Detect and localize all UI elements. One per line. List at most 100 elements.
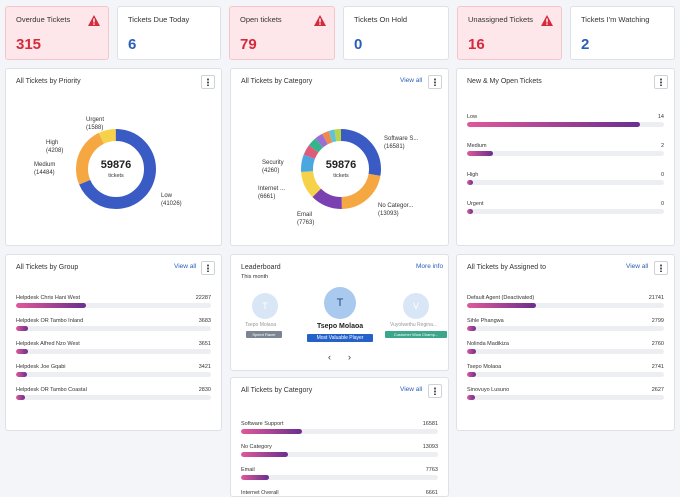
list-item[interactable]: Sihle Phangwa 2799 [467,318,664,336]
row-value: 14 [657,114,664,120]
row-bar [467,349,664,354]
view-all-link[interactable]: View all [400,77,423,84]
row-name: Helpdesk Alfred Nzo West [16,341,80,347]
prev-arrow-icon[interactable]: ‹ [328,352,331,362]
more-options-icon[interactable] [428,384,442,398]
row-value: 3683 [198,318,211,324]
row-value: 21741 [648,295,664,301]
list-item[interactable]: Nolinda Madikiza 2760 [467,341,664,359]
donut-center-value: 59876 [100,159,132,171]
list-item[interactable]: Medium 2 [467,143,664,161]
row-bar-fill [16,395,25,400]
row-value: 2627 [651,387,664,393]
row-value: 3421 [198,364,211,370]
row-value: 6661 [425,490,438,496]
row-bar-fill [241,452,289,457]
list-item[interactable]: Sinovuyo Lusuno 2627 [467,387,664,405]
list-item[interactable]: Helpdesk OR Tambo Inland 3683 [16,318,211,336]
list-item[interactable]: Email 7763 [241,467,438,485]
row-name: Nolinda Madikiza [467,341,509,347]
category-security-label: Security (4260) [262,160,284,175]
view-all-link[interactable]: View all [626,263,649,270]
row-bar-fill [16,303,87,308]
row-bar [467,303,664,308]
stat-on-hold[interactable]: Tickets On Hold 0 [343,6,449,60]
stat-label: Overdue Tickets [16,15,71,24]
row-bar-fill [467,326,476,331]
stat-value: 315 [16,36,42,53]
list-item[interactable]: Low 14 [467,114,664,132]
row-bar [16,349,211,354]
row-bar-fill [467,395,476,400]
avatar-left: T [252,293,278,319]
list-item[interactable]: Helpdesk OR Tambo Coastal 2830 [16,387,211,405]
list-item[interactable]: Helpdesk Chris Hani West 22287 [16,295,211,313]
label-text: Software S... [384,136,419,142]
list-item[interactable]: Helpdesk Alfred Nzo West 3651 [16,341,211,359]
category-software-label: Software S... (16581) [384,136,418,151]
leaderboard-right-badge: Customer Wow Champ... [385,331,447,338]
next-arrow-icon[interactable]: › [348,352,351,362]
list-item[interactable]: Tsepo Molaoa 2741 [467,364,664,382]
list-item[interactable]: Helpdesk Joe Gqabi 3421 [16,364,211,382]
leaderboard-widget: Leaderboard More info This month T Tsepo… [230,254,449,371]
row-bar-fill [241,475,269,480]
label-count: (6661) [258,193,276,200]
stat-open[interactable]: Open tickets 79 [229,6,335,60]
my-open-widget: New & My Open Tickets Low 14 Medium 2 High 0 U… [456,68,675,246]
stat-unassigned[interactable]: Unassigned Tickets 16 [457,6,562,60]
row-name: Urgent [467,201,484,207]
row-value: 7763 [425,467,438,473]
list-item[interactable]: Software Support 16581 [241,421,438,439]
row-value: 13093 [422,444,438,450]
label-count: (4260) [262,167,280,174]
priority-low-label: Low (41026) [161,193,182,208]
row-name: Sihle Phangwa [467,318,504,324]
stat-value: 6 [128,36,137,53]
donut-center-label: tickets [333,173,349,179]
more-info-link[interactable]: More info [416,263,444,270]
more-options-icon[interactable] [201,261,215,275]
more-options-icon[interactable] [428,75,442,89]
stat-label: Unassigned Tickets [468,15,534,24]
widget-title: All Tickets by Assigned to [467,264,546,271]
label-text: Security [262,160,284,166]
row-bar-fill [467,122,641,127]
more-options-icon[interactable] [654,261,668,275]
row-bar-fill [16,326,28,331]
stat-label: Tickets On Hold [354,15,408,24]
row-name: Low [467,114,478,120]
category-widget: All Tickets by Category View all 59876 t… [230,68,449,246]
category-email-label: Email (7763) [297,212,314,227]
more-options-icon[interactable] [654,75,668,89]
row-value: 2760 [651,341,664,347]
label-count: (1588) [86,124,104,131]
view-all-link[interactable]: View all [400,386,423,393]
label-count: (14484) [34,169,55,176]
row-bar-fill [467,180,473,185]
widget-title: All Tickets by Group [16,264,79,271]
list-item[interactable]: Default Agent (Deactivated) 21741 [467,295,664,313]
row-bar-fill [467,209,473,214]
list-item[interactable]: No Category 13093 [241,444,438,462]
more-options-icon[interactable] [201,75,215,89]
row-name: Helpdesk OR Tambo Inland [16,318,84,324]
priority-high-label: High (4208) [46,140,63,155]
stat-value: 2 [581,36,590,53]
category-internet-label: Internet ... (6661) [258,186,285,201]
row-name: Medium [467,143,487,149]
category-list-widget: All Tickets by Category View all Softwar… [230,377,449,497]
row-bar [467,151,664,156]
stat-watching[interactable]: Tickets I'm Watching 2 [570,6,675,60]
priority-urgent-label: Urgent (1588) [86,117,104,132]
row-bar-fill [467,372,476,377]
list-item[interactable]: Internet Overall 6661 [241,490,438,496]
avatar-center: T [324,287,356,319]
stat-due-today[interactable]: Tickets Due Today 6 [117,6,221,60]
list-item[interactable]: High 0 [467,172,664,190]
stat-value: 16 [468,36,485,53]
stat-overdue[interactable]: Overdue Tickets 315 [5,6,109,60]
row-value: 22287 [195,295,211,301]
list-item[interactable]: Urgent 0 [467,201,664,219]
view-all-link[interactable]: View all [174,263,197,270]
